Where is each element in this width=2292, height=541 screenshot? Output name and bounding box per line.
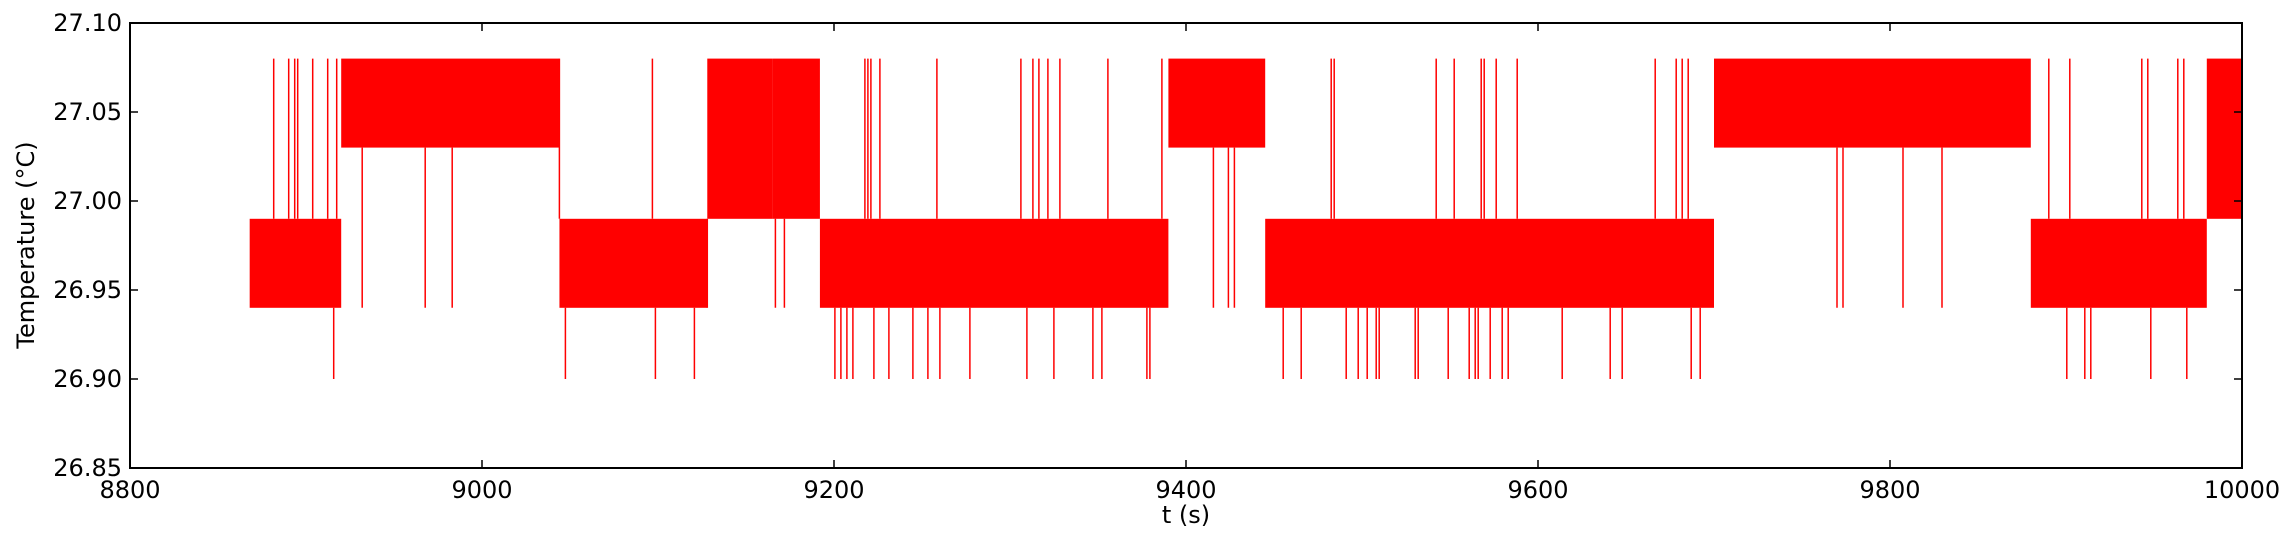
noise-spikes <box>558 58 696 379</box>
y-tick-label: 27.05 <box>53 98 122 126</box>
x-axis-label: t (s) <box>1162 501 1210 529</box>
noise-band <box>819 218 1169 308</box>
noise-spikes <box>834 58 1163 379</box>
x-tick-label: 10000 <box>2204 476 2280 504</box>
y-tick-label: 26.95 <box>53 276 122 304</box>
noise-band <box>1168 58 1266 148</box>
noise-band <box>1265 218 1714 308</box>
series-layer <box>249 58 2242 379</box>
y-tick-label: 26.90 <box>53 365 122 393</box>
noise-band <box>1714 58 2031 148</box>
x-tick-label: 8800 <box>99 476 160 504</box>
noise-band <box>2030 218 2207 308</box>
noise-band <box>707 58 773 219</box>
noise-band <box>249 218 342 308</box>
y-tick-label: 27.10 <box>53 9 122 37</box>
ticks-layer <box>129 22 2243 469</box>
y-tick-label: 27.00 <box>53 187 122 215</box>
noise-spikes <box>1212 147 1236 308</box>
noise-spikes <box>272 58 338 379</box>
noise-band <box>2206 58 2242 219</box>
y-axis-label: Temperature (°C) <box>12 141 40 349</box>
noise-spikes <box>774 218 786 308</box>
x-tick-label: 9600 <box>1507 476 1568 504</box>
noise-spikes <box>1836 147 1943 308</box>
noise-spikes <box>706 218 709 308</box>
x-tick-label: 9000 <box>451 476 512 504</box>
noise-band <box>772 58 820 219</box>
y-tick-label: 26.85 <box>53 454 122 482</box>
x-tick-label: 9400 <box>1155 476 1216 504</box>
noise-spikes <box>2048 58 2188 379</box>
tick-labels-layer: 8800 9000 9200 9400 9600 9800 10000 26.85 26.90 2… <box>53 9 2280 504</box>
x-tick-label: 9800 <box>1859 476 1920 504</box>
noise-band <box>559 218 708 308</box>
noise-spikes <box>1282 58 1701 379</box>
noise-band <box>341 58 560 148</box>
noise-spikes <box>361 147 453 308</box>
x-tick-label: 9200 <box>803 476 864 504</box>
